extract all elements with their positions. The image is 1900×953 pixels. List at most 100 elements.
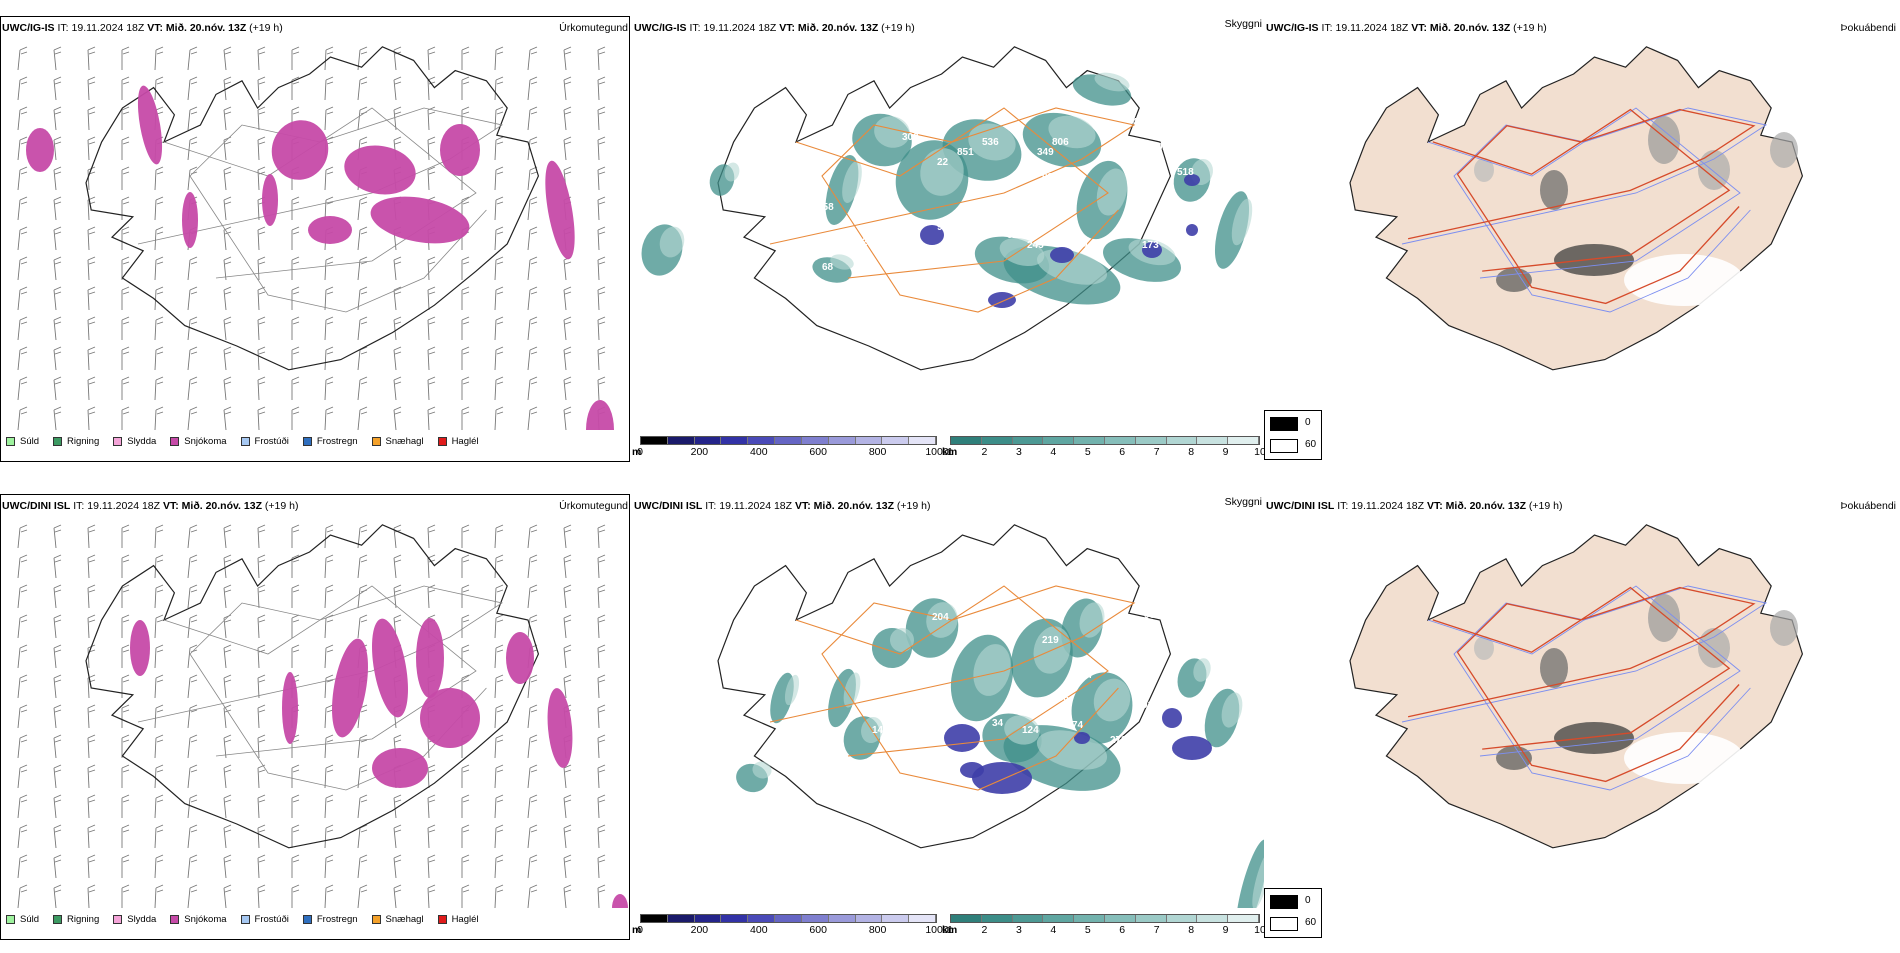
- legend-item: Frostregn: [302, 914, 358, 925]
- visibility-colorbar-tick: 9: [1222, 446, 1229, 458]
- legend-swatch: [6, 437, 15, 446]
- visibility-colorbar-tick: 3: [1015, 446, 1022, 458]
- cloud-base-label: 77: [947, 710, 959, 721]
- cloud-base-label: 172: [1147, 732, 1164, 743]
- legend-item: Snæhagl: [371, 914, 424, 925]
- legend-label: Súld: [20, 914, 40, 925]
- cloud-base-label: 91: [1142, 700, 1154, 711]
- cloud-base-label: 349: [1037, 147, 1054, 158]
- cloud-base-label: 882: [982, 92, 999, 103]
- cloud-base-label: 300: [902, 132, 919, 143]
- cloud-base-label: 203: [932, 117, 949, 128]
- legend-swatch: [53, 915, 63, 924]
- legend-item: Snjókoma: [170, 914, 227, 925]
- panel-header: UWC/DINI ISL IT: 19.11.2024 18Z VT: Mið. …: [634, 500, 931, 512]
- panel-title: Skyggni: [1224, 18, 1262, 30]
- cloud-base-colorbar-tick: 400: [750, 924, 768, 936]
- cloud-base-label: 938: [1042, 172, 1059, 183]
- cloud-base-label: 219: [1042, 635, 1059, 646]
- legend-label: Frostregn: [316, 914, 358, 925]
- cloud-base-label: 412: [1132, 117, 1149, 128]
- legend-item: Rigning: [53, 436, 99, 447]
- legend-swatch: [6, 915, 15, 924]
- legend-label: Haglél: [451, 914, 479, 925]
- panel-title: Þokuábendi: [1840, 22, 1896, 34]
- fog-legend-0: 0: [1305, 895, 1311, 906]
- cloud-base-label: 67: [952, 565, 964, 576]
- cloud-base-colorbar-tick: 800: [868, 924, 887, 936]
- visibility-colorbar-tick: 7: [1153, 446, 1160, 458]
- cloud-base-label: 204: [932, 612, 949, 623]
- legend-item: Haglél: [437, 914, 479, 925]
- legend-swatch: [371, 437, 381, 446]
- cloud-base-colorbar-tick: 200: [690, 924, 709, 936]
- cloud-base-label: 158: [817, 202, 834, 213]
- visibility-colorbar-tick: 8: [1188, 446, 1195, 458]
- precip-legend: Súld Rigning Slydda Snjókoma Frostúði Frostre…: [6, 914, 493, 925]
- cloud-base-label: 129: [897, 705, 914, 716]
- precip-legend: Súld Rigning Slydda Snjókoma Frostúði Frostre…: [6, 436, 493, 447]
- cloud-base-label: 102: [1037, 212, 1054, 223]
- visibility-colorbar: km 1 2 3 4 5 6 7 8 9 10: [942, 914, 1266, 942]
- legend-label: Snjókoma: [184, 436, 227, 447]
- panel-header: UWC/DINI ISL IT: 19.11.2024 18Z VT: Mið. …: [2, 500, 299, 512]
- legend-swatch: [113, 915, 123, 924]
- cloud-base-label: 97: [937, 222, 949, 233]
- visibility-colorbar-tick: 5: [1084, 446, 1091, 458]
- legend-item: Slydda: [113, 914, 156, 925]
- model-row: UWC/IG-IS IT: 19.11.2024 18Z VT: Mið. 20.…: [0, 0, 1900, 475]
- panel-title: Þokuábendi: [1840, 500, 1896, 512]
- cloud-base-label: 136: [1052, 693, 1069, 704]
- cloud-base-label: 94: [1077, 240, 1089, 251]
- panel-title: Skyggni: [1224, 496, 1262, 508]
- cloud-base-label: 258: [902, 242, 919, 253]
- cloud-base-label: 258: [862, 237, 879, 248]
- cloud-base-label: 22: [937, 157, 949, 168]
- cloud-base-label: 98: [1144, 610, 1156, 621]
- panel-title: Úrkomutegund: [559, 500, 628, 512]
- cloud-base-label: 34: [992, 718, 1004, 729]
- cloud-base-label: 311: [807, 217, 824, 228]
- visibility-colorbar-tick: 3: [1015, 924, 1022, 936]
- fog-legend-60: 60: [1305, 917, 1317, 928]
- fog-indicator-map: [1349, 524, 1804, 849]
- panel-fog: UWC/DINI ISL IT: 19.11.2024 18Z VT: Mið. …: [1264, 478, 1900, 953]
- legend-label: Slydda: [127, 436, 157, 447]
- cloud-base-label: 173: [1142, 240, 1159, 251]
- legend-swatch: [302, 915, 312, 924]
- cloud-base-colorbar: m 0 200 400 600 800 1000: [632, 436, 949, 464]
- visibility-colorbar-tick: 2: [981, 924, 988, 936]
- legend-label: Snæhagl: [385, 914, 424, 925]
- panel-header: UWC/DINI ISL IT: 19.11.2024 18Z VT: Mið. …: [1266, 500, 1563, 512]
- legend-label: Rigning: [67, 914, 100, 925]
- visibility-colorbar-tick: 7: [1153, 924, 1160, 936]
- cloud-base-label: 273: [1110, 735, 1127, 746]
- legend-item: Haglél: [437, 436, 479, 447]
- legend-item: Snjókoma: [170, 436, 227, 447]
- model-name: UWC/IG-IS: [2, 22, 55, 34]
- legend-label: Haglél: [451, 436, 479, 447]
- cloud-base-colorbar-tick: 1000: [925, 446, 949, 458]
- panel-visibility: UWC/IG-IS IT: 19.11.2024 18Z VT: Mið. 20.…: [632, 0, 1266, 475]
- cloud-base-label: 0: [1162, 620, 1168, 631]
- legend-label: Slydda: [127, 914, 157, 925]
- legend-item: Frostregn: [302, 436, 358, 447]
- cloud-base-colorbar-tick: 200: [690, 446, 709, 458]
- panel-precip-type: UWC/IG-IS IT: 19.11.2024 18Z VT: Mið. 20.…: [0, 0, 632, 475]
- visibility-colorbar-tick: 6: [1119, 446, 1126, 458]
- visibility-map: 67 54 204 36 219 98 0 127 129 77 136 34 14 124 74 91 273…: [717, 524, 1264, 908]
- legend-swatch: [53, 437, 63, 446]
- model-row: UWC/DINI ISL IT: 19.11.2024 18Z VT: Mið. …: [0, 478, 1900, 953]
- legend-swatch: [170, 915, 180, 924]
- visibility-colorbar-unit: km: [942, 924, 958, 936]
- legend-swatch: [170, 437, 180, 446]
- legend-swatch: [240, 915, 250, 924]
- fog-legend: 0 60: [1264, 410, 1322, 460]
- legend-item: Slydda: [113, 436, 156, 447]
- cloud-base-label: 74: [1072, 720, 1084, 731]
- panel-title: Úrkomutegund: [559, 22, 628, 34]
- cloud-base-colorbar-tick: 800: [868, 446, 887, 458]
- cloud-base-colorbar-unit: m: [632, 924, 642, 936]
